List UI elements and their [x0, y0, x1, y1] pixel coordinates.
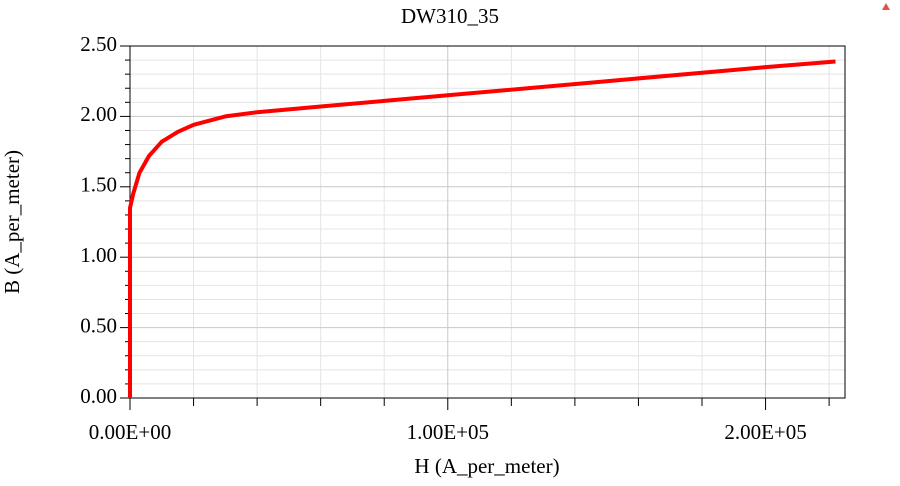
y-tick-label: 2.50 — [80, 32, 117, 56]
x-axis-title: H (A_per_meter) — [414, 454, 559, 478]
y-tick-label: 1.00 — [80, 243, 117, 267]
plot-frame — [129, 45, 846, 399]
y-tick-label: 0.00 — [80, 384, 117, 408]
corner-icon — [882, 3, 890, 10]
x-tick-label: 1.00E+05 — [407, 420, 489, 444]
x-tick-label: 2.00E+05 — [724, 420, 806, 444]
y-tick-label: 0.50 — [80, 313, 117, 337]
y-axis-title: B (A_per_meter) — [0, 150, 24, 294]
data-line — [128, 59, 836, 398]
x-tick-label: 0.00E+00 — [89, 420, 171, 444]
chart-title: DW310_35 — [401, 4, 499, 28]
y-tick-label: 1.50 — [80, 173, 117, 197]
y-tick-label: 2.00 — [80, 102, 117, 126]
